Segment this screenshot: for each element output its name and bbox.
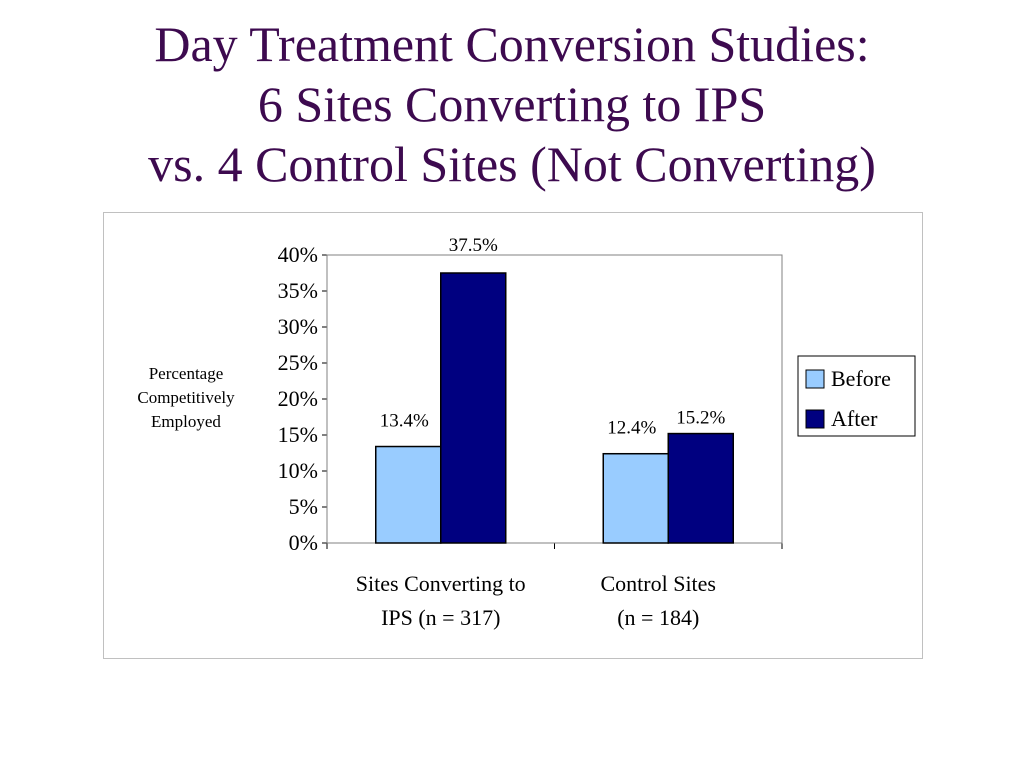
chart-frame: Percentage Competitively Employed 0% 5% 10% 1… <box>103 212 923 659</box>
slide-title: Day Treatment Conversion Studies: 6 Site… <box>0 14 1024 194</box>
bar-chart: Percentage Competitively Employed 0% 5% 10% 1… <box>137 235 916 630</box>
x-category-label: (n = 184) <box>617 605 699 630</box>
y-tick-label: 10% <box>278 458 318 483</box>
bar-after <box>440 272 507 544</box>
y-axis-label-line: Competitively <box>137 388 235 407</box>
x-category-label: Control Sites <box>600 571 716 596</box>
data-label: 15.2% <box>676 408 725 429</box>
bar-before <box>602 452 669 544</box>
bar-after <box>667 432 734 544</box>
slide-title-line-2: 6 Sites Converting to IPS <box>257 76 767 132</box>
data-label: 12.4% <box>607 418 656 439</box>
legend-label: After <box>831 406 878 431</box>
y-tick-label: 20% <box>278 386 318 411</box>
bar-before <box>375 445 442 544</box>
legend-swatch-before <box>805 369 825 389</box>
legend: Before After <box>797 355 916 437</box>
data-label: 13.4% <box>380 411 429 432</box>
y-tick-label: 25% <box>278 350 318 375</box>
x-category-label: IPS (n = 317) <box>381 605 500 630</box>
plot-area <box>326 254 783 544</box>
bars: 13.4% 12.4% 37.5% 15.2% <box>375 235 734 544</box>
plot-border <box>326 254 783 544</box>
data-label: 37.5% <box>449 235 498 256</box>
legend-swatch-after <box>805 409 825 429</box>
y-tick-label: 35% <box>278 278 318 303</box>
legend-label: Before <box>831 366 891 391</box>
slide-title-line-3: vs. 4 Control Sites (Not Converting) <box>148 136 876 192</box>
y-axis-label-line: Percentage <box>149 364 224 383</box>
y-axis: 0% 5% 10% 15% 20% 25% 30% 35% 40% <box>278 242 783 555</box>
y-tick-label: 0% <box>289 530 318 555</box>
y-tick-label: 5% <box>289 494 318 519</box>
y-tick-label: 40% <box>278 242 318 267</box>
slide-title-line-1: Day Treatment Conversion Studies: <box>154 16 870 72</box>
y-tick-label: 30% <box>278 314 318 339</box>
y-tick-label: 15% <box>278 422 318 447</box>
y-axis-label-line: Employed <box>151 412 221 431</box>
x-category-label: Sites Converting to <box>356 571 526 596</box>
y-axis-label: Percentage Competitively Employed <box>137 364 235 431</box>
x-axis-categories: Sites Converting to IPS (n = 317) Control … <box>356 571 716 630</box>
